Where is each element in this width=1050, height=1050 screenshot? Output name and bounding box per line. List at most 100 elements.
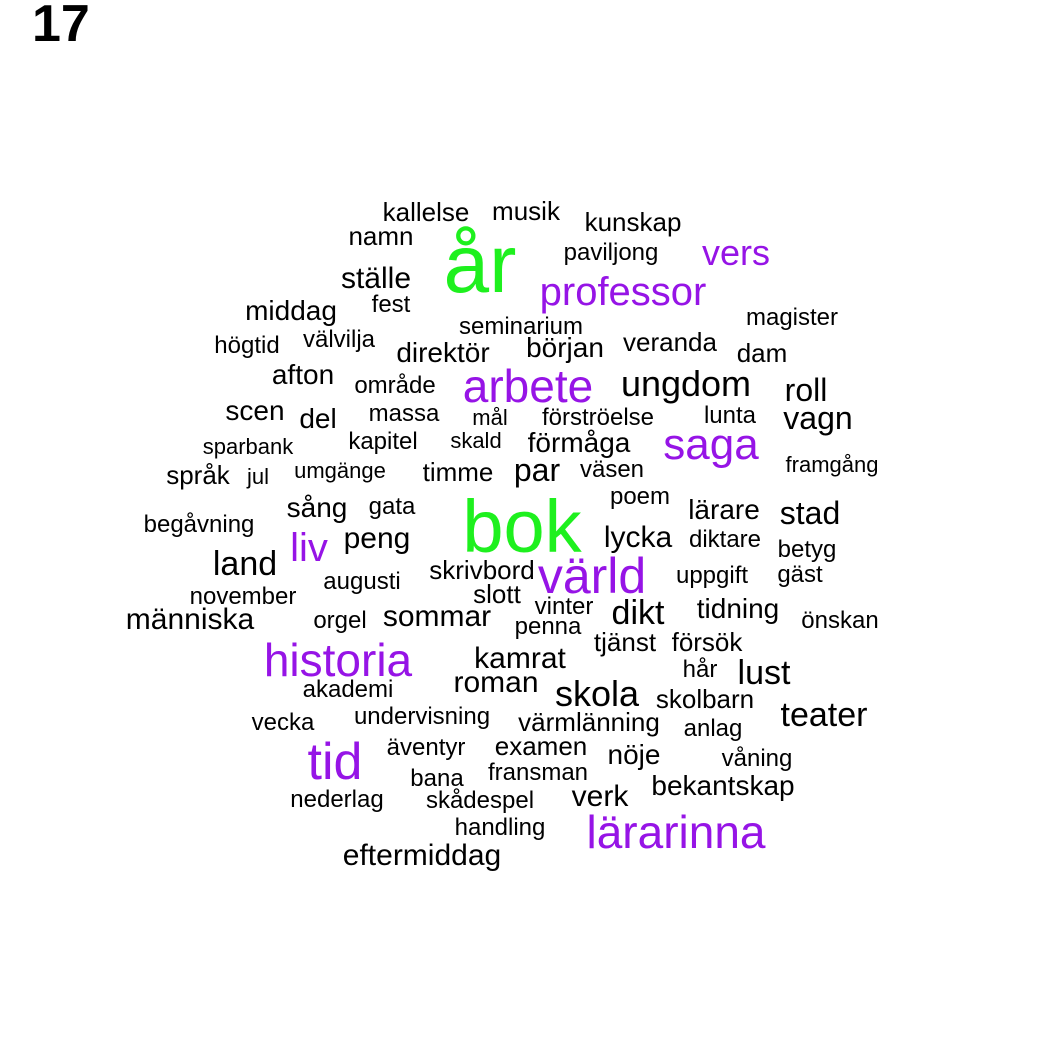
cloud-word: peng	[343, 522, 411, 555]
cloud-word: värld	[537, 548, 647, 604]
cloud-word: äventyr	[386, 734, 466, 761]
cloud-word: område	[354, 372, 436, 399]
cloud-word: orgel	[313, 607, 367, 634]
cloud-word: förmåga	[527, 427, 631, 458]
cloud-word: ställe	[340, 262, 412, 295]
cloud-word: magister	[745, 304, 839, 331]
cloud-word: middag	[245, 295, 337, 326]
cloud-word: musik	[492, 196, 560, 226]
cloud-word: teater	[780, 696, 868, 734]
cloud-word: lycka	[603, 521, 673, 554]
cloud-word: försök	[671, 627, 743, 657]
cloud-word: skolbarn	[655, 684, 755, 714]
cloud-word: vers	[701, 232, 771, 273]
cloud-word: vecka	[251, 709, 315, 736]
cloud-word: hår	[682, 656, 718, 683]
cloud-word: direktör	[396, 337, 490, 368]
cloud-word: gata	[368, 493, 416, 520]
cloud-word: handling	[454, 814, 546, 841]
cloud-word: människa	[125, 603, 255, 636]
cloud-word: ungdom	[620, 363, 752, 404]
cloud-word: examen	[494, 731, 588, 761]
cloud-word: professor	[539, 270, 707, 314]
cloud-word: skola	[554, 673, 640, 714]
cloud-word: liv	[290, 526, 328, 570]
cloud-word: vagn	[783, 400, 853, 436]
cloud-word: våning	[721, 745, 793, 772]
cloud-word: kallelse	[382, 197, 470, 227]
cloud-word: timme	[422, 457, 494, 487]
cloud-word: bana	[410, 765, 464, 792]
cloud-word: skrivbord	[429, 555, 535, 585]
cloud-word: välvilja	[302, 326, 376, 353]
cloud-word: augusti	[323, 568, 401, 595]
cloud-word: lärarinna	[586, 806, 766, 858]
cloud-word: värmlänning	[518, 707, 660, 737]
cloud-word: verk	[571, 780, 629, 813]
cloud-word: dikt	[611, 594, 665, 632]
cloud-word: jul	[246, 464, 270, 489]
cloud-word: nederlag	[290, 786, 384, 813]
cloud-word: del	[299, 403, 337, 434]
cloud-word: fransman	[487, 759, 589, 786]
cloud-word: önskan	[801, 607, 879, 634]
cloud-word: mål	[472, 405, 508, 430]
cloud-word: bekantskap	[651, 770, 795, 801]
cloud-word: sparbank	[202, 434, 294, 459]
cloud-word: roll	[784, 372, 828, 408]
cloud-word: sommar	[382, 600, 492, 633]
cloud-word: kamrat	[474, 642, 566, 675]
cloud-word: historia	[263, 634, 413, 686]
cloud-word: scen	[225, 395, 285, 426]
cloud-word: betyg	[777, 536, 837, 563]
cloud-word: diktare	[688, 526, 762, 553]
cloud-word: paviljong	[563, 239, 659, 266]
cloud-word: tjänst	[593, 627, 657, 657]
cloud-word: par	[513, 452, 561, 488]
cloud-word: veranda	[623, 327, 717, 357]
cloud-word: akademi	[302, 676, 394, 703]
cloud-word: penna	[514, 613, 582, 640]
cloud-word: umgänge	[294, 458, 386, 483]
cloud-word: sång	[286, 492, 348, 523]
cloud-word: dam	[736, 338, 788, 368]
cloud-word: stad	[779, 495, 841, 531]
cloud-word: nöje	[607, 739, 661, 770]
cloud-word: förströelse	[541, 404, 655, 431]
cloud-word: seminarium	[458, 313, 584, 340]
cloud-word: år	[443, 219, 517, 310]
cloud-word: november	[189, 583, 297, 610]
cloud-word: saga	[663, 420, 759, 469]
cloud-word: slott	[473, 579, 521, 609]
panel-label: 17	[32, 0, 90, 53]
cloud-word: kapitel	[348, 428, 418, 455]
cloud-word: begåvning	[143, 511, 255, 538]
cloud-word: undervisning	[353, 703, 491, 730]
cloud-word: lunta	[703, 402, 757, 429]
cloud-word: land	[212, 545, 278, 583]
cloud-word: början	[526, 332, 604, 363]
cloud-word: språk	[166, 460, 230, 490]
cloud-word: afton	[271, 359, 335, 390]
cloud-word: bok	[462, 485, 582, 568]
cloud-word: namn	[348, 221, 414, 251]
cloud-word: tid	[307, 733, 363, 791]
cloud-word: högtid	[214, 332, 280, 359]
cloud-word: skådespel	[425, 787, 535, 814]
cloud-word: uppgift	[675, 562, 749, 589]
cloud-word: massa	[368, 400, 440, 427]
cloud-word: lärare	[688, 494, 760, 525]
cloud-word: tidning	[696, 593, 780, 624]
cloud-word: kunskap	[584, 207, 682, 237]
cloud-word: lust	[737, 654, 791, 692]
cloud-word: väsen	[579, 456, 645, 483]
cloud-word: anlag	[683, 715, 743, 742]
cloud-word: framgång	[785, 452, 879, 477]
cloud-word: eftermiddag	[342, 839, 502, 872]
cloud-word: roman	[453, 666, 539, 699]
cloud-word: arbete	[462, 360, 594, 412]
cloud-word: vinter	[534, 593, 594, 620]
cloud-word: skald	[450, 428, 502, 453]
cloud-word: gäst	[777, 561, 823, 588]
